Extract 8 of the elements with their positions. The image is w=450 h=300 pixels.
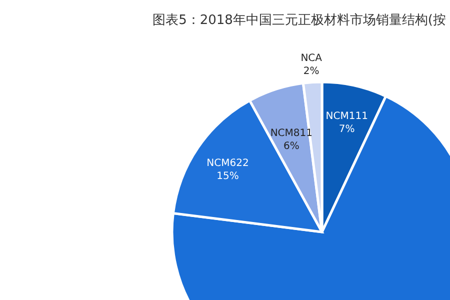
slice-label: NCM622 <box>206 158 249 169</box>
data-label: 2% <box>303 66 320 77</box>
slice-label: NCM111 <box>326 110 368 122</box>
slice-label: NCA <box>300 52 322 64</box>
chart-title: 图表5：2018年中国三元正极材料市场销量结构(按 <box>152 13 446 28</box>
data-label: 7% <box>338 124 355 135</box>
data-label: 15% <box>216 170 239 182</box>
data-label: 6% <box>283 140 300 152</box>
